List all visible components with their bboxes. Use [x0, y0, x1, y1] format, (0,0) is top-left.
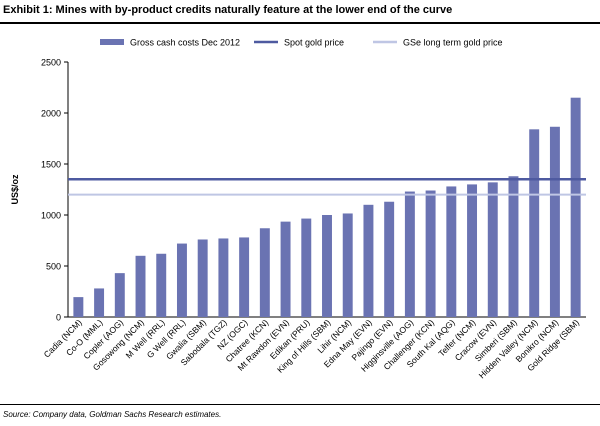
bar-5 [176, 243, 187, 317]
bar-1 [94, 288, 105, 317]
exhibit-header: Exhibit 1: Mines with by-product credits… [0, 0, 600, 24]
bar-9 [259, 228, 270, 317]
bar-8 [239, 237, 250, 317]
footer-divider [0, 404, 600, 405]
y-axis-title: US$/oz [10, 174, 20, 205]
bar-15 [384, 201, 395, 317]
y-tick-label: 0 [56, 313, 61, 323]
legend-long-term-gold-price-label: GSe long term gold price [403, 38, 503, 48]
y-tick-label: 1500 [41, 160, 61, 170]
legend-gross-cash-costs-label: Gross cash costs Dec 2012 [130, 38, 240, 48]
bar-19 [467, 184, 478, 317]
bar-3 [135, 255, 146, 317]
bar-6 [197, 239, 208, 317]
bar-4 [156, 253, 167, 317]
bar-22 [529, 129, 540, 317]
bar-11 [301, 218, 312, 317]
bar-10 [280, 221, 291, 317]
bar-20 [487, 182, 498, 317]
bar-12 [322, 215, 332, 317]
source-note: Source: Company data, Goldman Sachs Rese… [3, 410, 222, 419]
bar-16 [404, 191, 415, 317]
bar-0 [73, 297, 84, 317]
bar-24 [570, 97, 581, 317]
legend-spot-gold-price-label: Spot gold price [284, 38, 344, 48]
bar-23 [549, 126, 560, 318]
bar-7 [218, 238, 229, 317]
y-tick-label: 2500 [41, 58, 61, 68]
y-tick-label: 1000 [41, 211, 61, 221]
bar-13 [342, 213, 353, 317]
bar-14 [363, 204, 374, 317]
chart-title: Exhibit 1: Mines with by-product credits… [3, 4, 453, 16]
y-tick-label: 2000 [41, 109, 61, 119]
bar-21 [508, 176, 519, 317]
bar-17 [425, 190, 436, 317]
y-tick-label: 500 [46, 262, 61, 272]
bar-2 [114, 273, 125, 317]
legend-gross-cash-costs-swatch [100, 39, 124, 45]
bar-18 [446, 186, 457, 317]
